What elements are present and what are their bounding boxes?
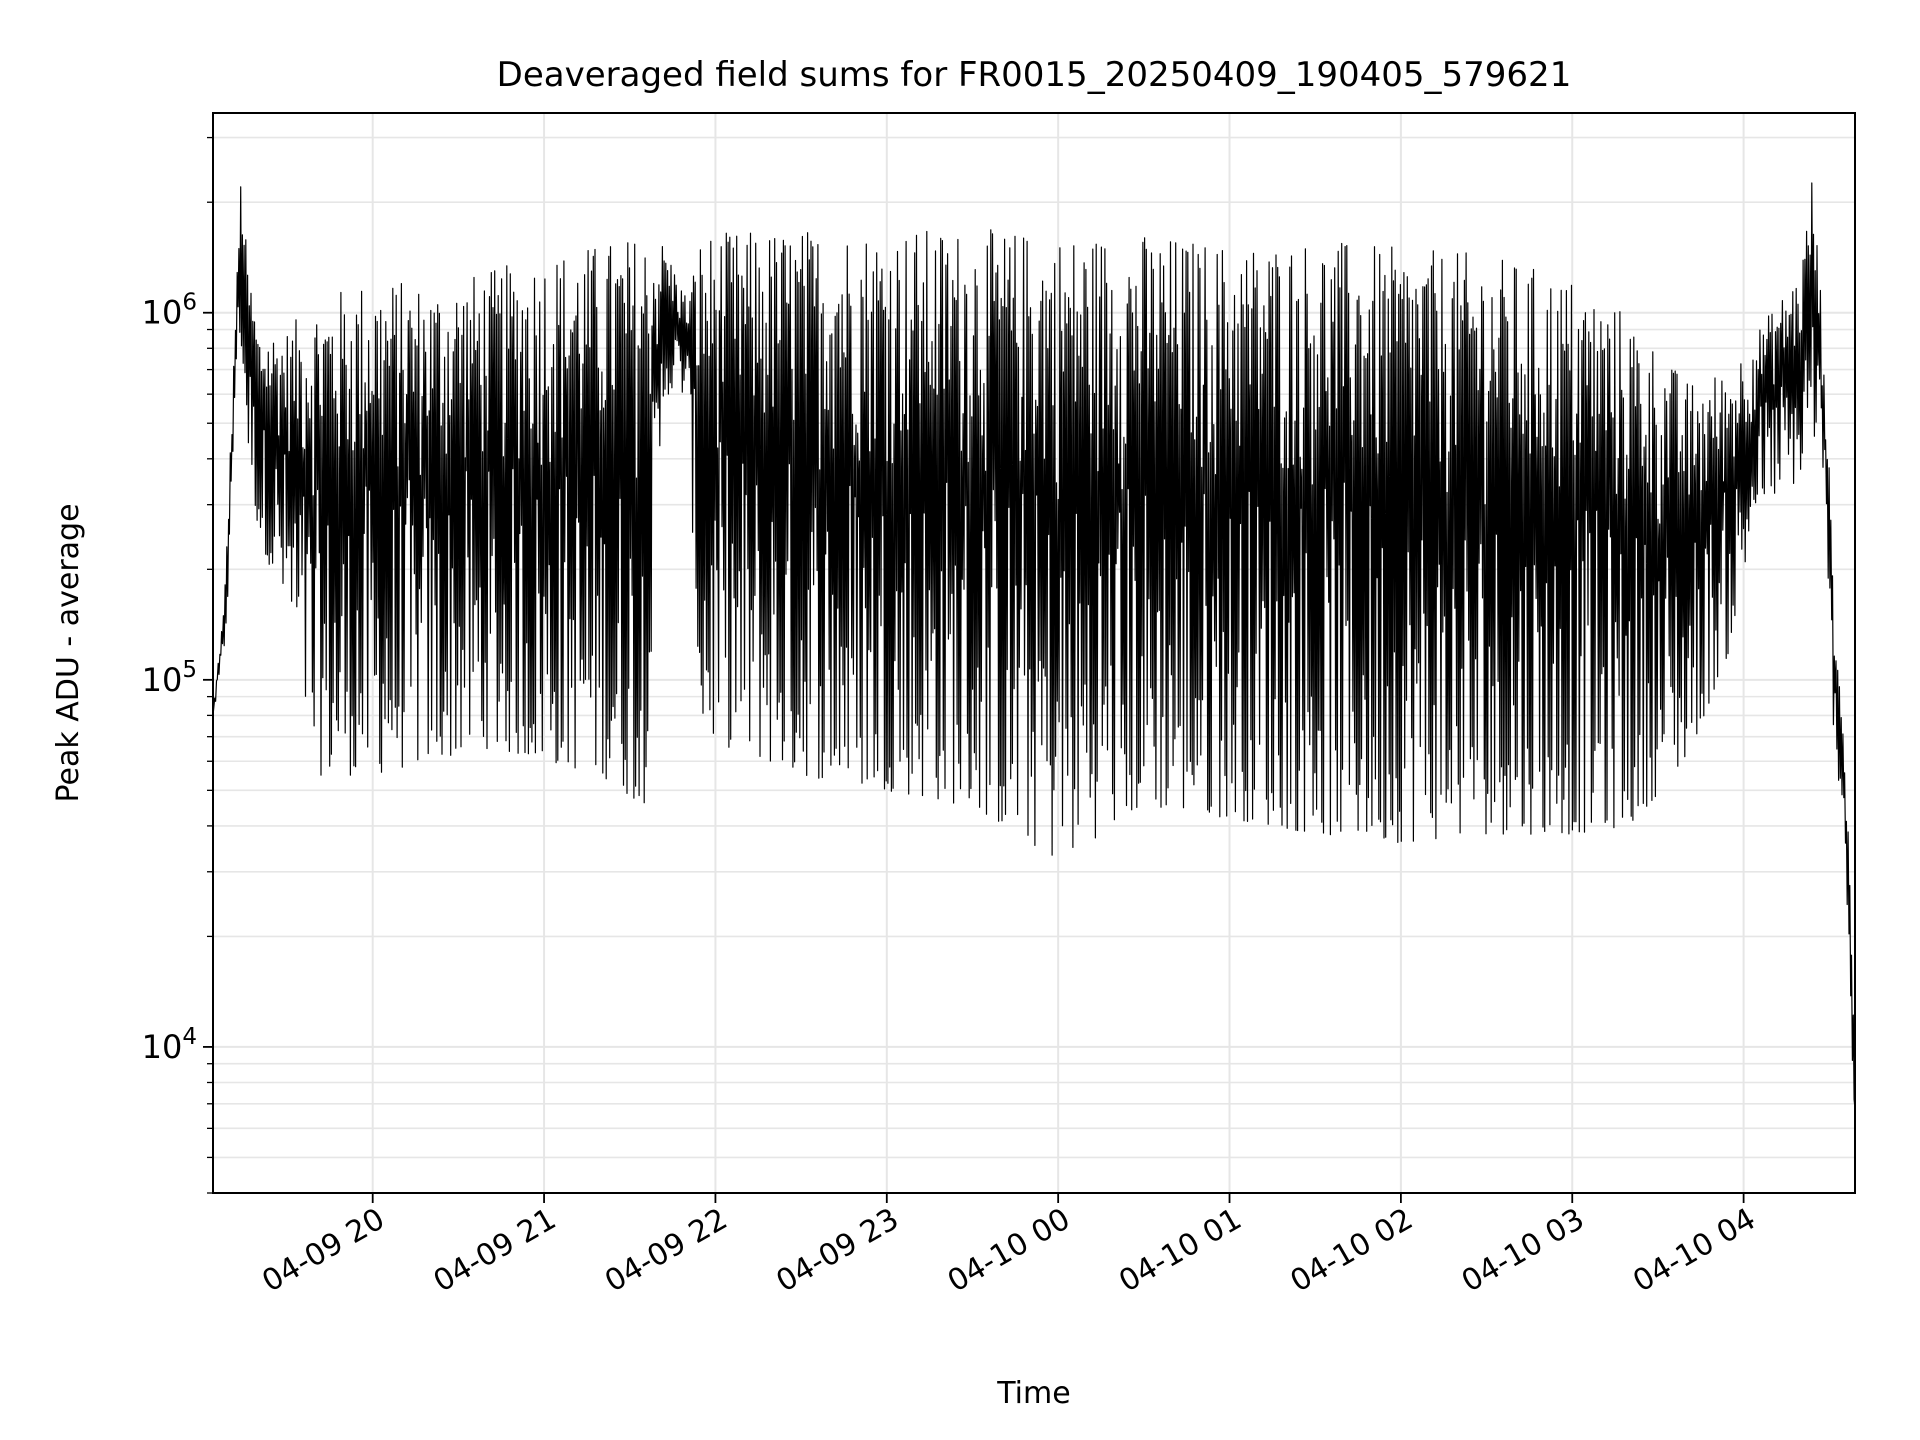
plot-frame — [212, 112, 1856, 1194]
y-tick-base: 10 — [142, 661, 183, 699]
y-tick-label: 105 — [142, 657, 197, 699]
series-line — [212, 182, 1856, 1109]
y-tick-label: 106 — [142, 290, 197, 332]
y-axis-label: Peak ADU - average — [51, 503, 86, 802]
y-tick-exponent: 4 — [182, 1024, 197, 1050]
y-tick-base: 10 — [142, 294, 183, 332]
y-tick-base: 10 — [142, 1028, 183, 1066]
x-axis-label: Time — [996, 1376, 1070, 1411]
series-path — [212, 182, 1856, 1109]
y-tick-exponent: 6 — [182, 290, 197, 316]
y-tick-label: 104 — [142, 1024, 197, 1066]
y-tick-exponent: 5 — [182, 657, 197, 683]
chart-title: Deaveraged field sums for FR0015_2025040… — [497, 55, 1572, 95]
